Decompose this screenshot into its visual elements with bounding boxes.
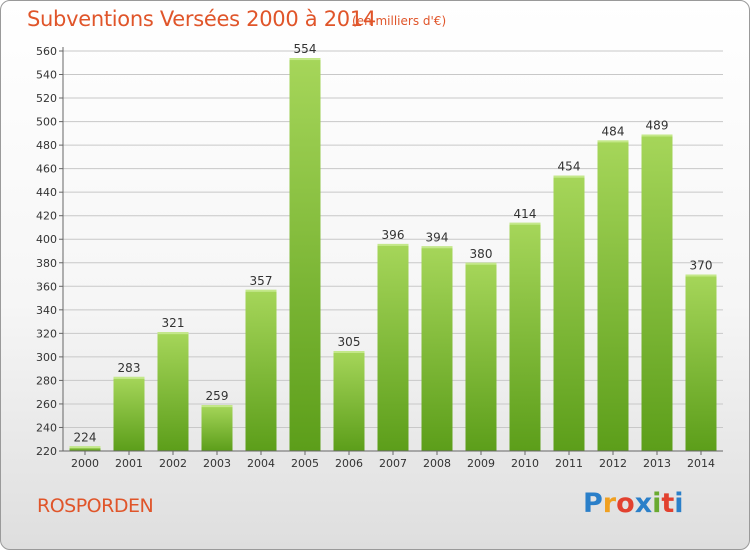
y-tick-label: 240 [36,421,57,434]
bar-2005 [289,58,321,451]
x-tick-label-2014: 2014 [687,457,715,470]
y-tick-label: 500 [36,116,57,129]
data-label-2006: 305 [338,335,361,349]
y-tick-label: 560 [36,45,57,58]
x-tick-label-2007: 2007 [379,457,407,470]
data-label-2003: 259 [206,389,229,403]
bar-top-edge [685,274,717,277]
bar-2014 [685,274,717,451]
bar-2009 [465,262,497,451]
bar-top-edge [157,332,189,335]
x-tick-label-2013: 2013 [643,457,671,470]
data-label-2014: 370 [690,259,713,273]
data-label-2004: 357 [250,274,273,288]
data-label-2007: 396 [382,228,405,242]
y-tick-label: 420 [36,210,57,223]
y-tick-label: 300 [36,351,57,364]
data-labels: 224 283 321 259 357 554 305 396 394 380 414 454 484 4… [74,42,713,444]
bar-2010 [509,222,541,451]
data-label-2002: 321 [162,316,185,330]
y-tick-label: 480 [36,139,57,152]
y-tick-label: 380 [36,257,57,270]
y-tick-label: 360 [36,280,57,293]
bar-top-edge [421,246,453,249]
bar-2012 [597,140,629,452]
y-tick-label: 280 [36,374,57,387]
y-tick-label: 340 [36,304,57,317]
bar-top-edge [509,222,541,225]
y-tick-label: 220 [36,445,57,458]
logo-letter: i [652,488,662,519]
logo-letter: x [634,488,653,519]
x-tick-label-2004: 2004 [247,457,275,470]
logo-letter: r [602,488,617,519]
x-tick-label-2001: 2001 [115,457,143,470]
data-label-2008: 394 [426,230,449,244]
bar-2003 [201,405,233,451]
x-tick-label-2000: 2000 [71,457,99,470]
data-label-2005: 554 [294,42,317,56]
bar-top-edge [333,351,365,353]
bar-top-edge [641,134,673,137]
data-label-2000: 224 [74,430,97,444]
x-tick-label-2003: 2003 [203,457,231,470]
bar-top-edge [69,446,101,449]
bar-top-edge [597,140,629,143]
x-tick-label-2011: 2011 [555,457,583,470]
y-tick-label: 520 [36,92,57,105]
bar-top-edge [377,243,409,246]
data-label-2011: 454 [558,160,581,174]
x-tick-label-2002: 2002 [159,457,187,470]
bar-2006 [333,351,365,451]
bar-top-edge [113,376,145,379]
bar-top-edge [245,289,277,292]
bars [69,58,717,452]
logo-letter: P [583,488,603,519]
bar-2008 [421,246,453,451]
bar-top-edge [289,58,321,61]
bar-2001 [113,376,145,451]
bar-2004 [245,289,277,451]
commune-name: ROSPORDEN [37,495,154,517]
bar-2013 [641,134,673,451]
logo-letter: i [674,488,684,519]
data-label-2009: 380 [470,247,493,261]
y-tick-label: 400 [36,233,57,246]
data-label-2013: 489 [646,119,669,133]
x-tick-label-2008: 2008 [423,457,451,470]
logo-letter: o [616,488,635,519]
chart-subtitle: (en milliers d'€) [352,14,447,28]
x-tick-label-2009: 2009 [467,457,495,470]
y-tick-label: 540 [36,69,57,82]
logo-letter: t [661,488,675,519]
bar-top-edge [201,405,233,408]
axes: 220 240 260 280 300 320 340 360 380 400 420 440 460 4… [36,45,723,470]
y-tick-label: 460 [36,163,57,176]
bar-2002 [157,332,189,451]
data-label-2010: 414 [514,207,537,221]
y-tick-label: 440 [36,186,57,199]
y-tick-label: 320 [36,327,57,340]
data-label-2012: 484 [602,124,625,138]
chart-title: Subventions Versées 2000 à 2014 [27,7,376,31]
bar-2000 [69,446,101,451]
x-tick-label-2012: 2012 [599,457,627,470]
bar-top-edge [553,175,585,178]
x-tick-label-2006: 2006 [335,457,363,470]
y-tick-label: 260 [36,398,57,411]
bar-top-edge [465,262,497,265]
x-tick-label-2005: 2005 [291,457,319,470]
proxiti-logo: Proxiti [583,488,684,519]
bar-2011 [553,175,585,452]
data-label-2001: 283 [118,361,141,375]
bar-2007 [377,243,409,451]
x-tick-label-2010: 2010 [511,457,539,470]
